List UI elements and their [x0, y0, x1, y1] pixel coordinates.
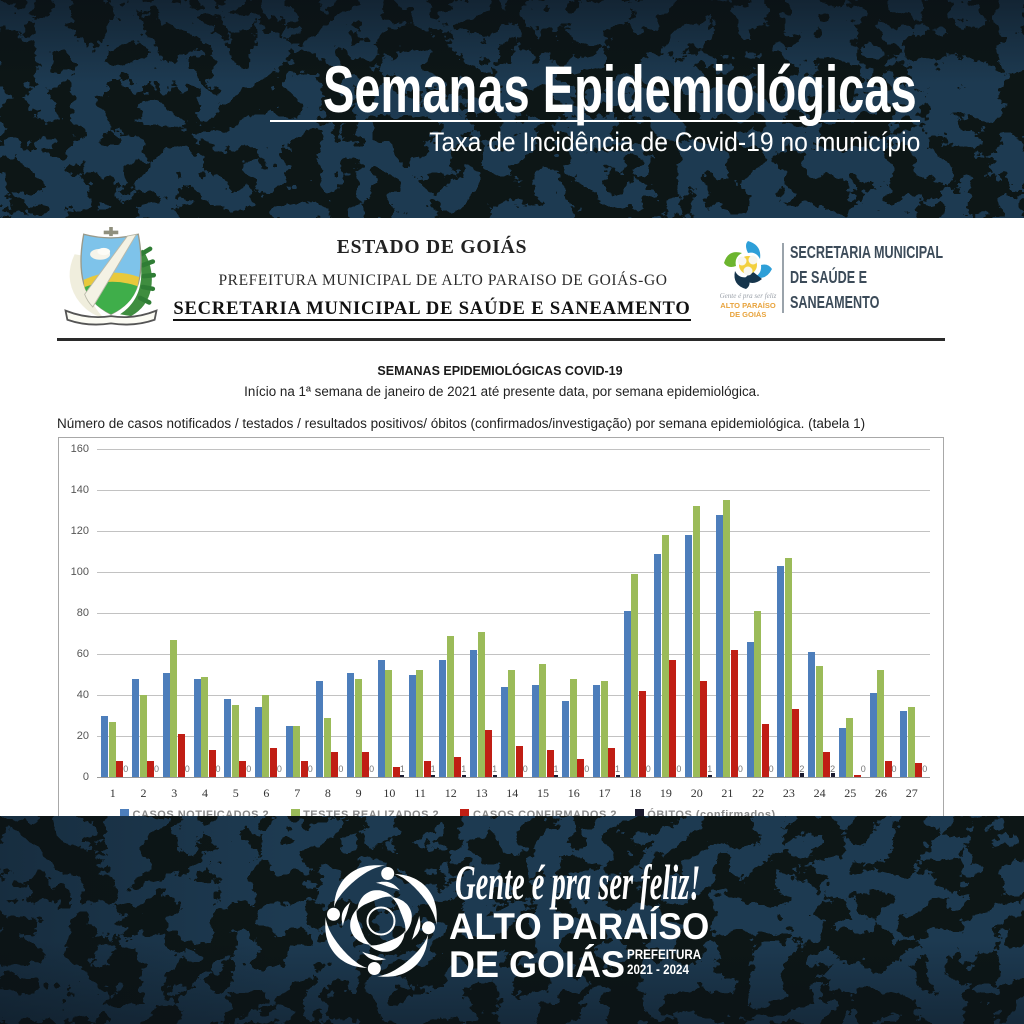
svg-text:Gente é pra ser feliz: Gente é pra ser feliz — [720, 292, 777, 300]
svg-text:ALTO PARAÍSO: ALTO PARAÍSO — [720, 301, 776, 310]
svg-text:DE GOIÁS: DE GOIÁS — [730, 310, 767, 319]
